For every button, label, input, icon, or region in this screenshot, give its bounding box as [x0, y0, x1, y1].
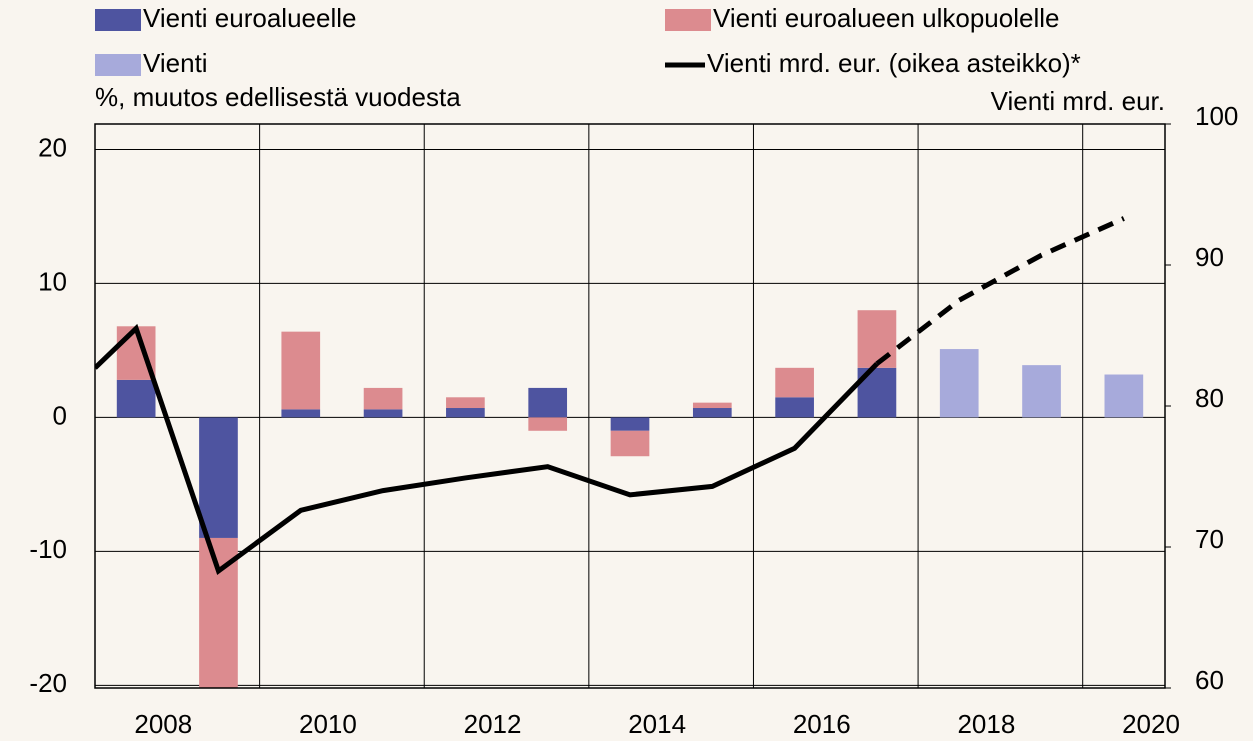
legend-label: Vienti euroalueelle — [143, 3, 356, 33]
legend-swatch — [95, 54, 141, 76]
x-tick-label: 2008 — [134, 709, 192, 739]
bar — [610, 430, 650, 457]
y-tick-label: 10 — [38, 266, 67, 296]
y2-tick-label: 80 — [1195, 383, 1224, 413]
y-tick-label: 0 — [53, 400, 67, 430]
x-tick-label: 2020 — [1122, 709, 1180, 739]
bar — [528, 387, 568, 418]
x-tick-label: 2014 — [628, 709, 686, 739]
bar — [281, 331, 321, 410]
bar — [446, 408, 485, 418]
bar — [857, 310, 897, 368]
x-tick-label: 2018 — [957, 709, 1015, 739]
bar — [199, 417, 238, 538]
legend-label: Vienti mrd. eur. (oikea asteikko)* — [707, 48, 1081, 78]
bar — [363, 409, 403, 418]
bar — [610, 417, 650, 431]
y-tick-label: -20 — [29, 668, 67, 698]
bar — [775, 397, 814, 418]
legend-label: Vienti euroalueen ulkopuolelle — [713, 3, 1059, 33]
bar — [1022, 365, 1061, 418]
legend-swatch — [95, 9, 141, 31]
bar — [692, 408, 732, 418]
x-tick-label: 2010 — [299, 709, 357, 739]
bar — [363, 387, 403, 410]
y2-axis-label: Vienti mrd. eur. — [991, 86, 1165, 116]
y-axis-label: %, muutos edellisestä vuodesta — [95, 82, 461, 112]
bar — [281, 409, 321, 418]
plot-area — [95, 124, 1165, 688]
y2-tick-label: 70 — [1195, 524, 1224, 554]
bar — [939, 349, 979, 418]
line — [95, 323, 879, 576]
y-tick-label: -10 — [29, 534, 67, 564]
bar — [1104, 374, 1144, 418]
bar — [528, 417, 568, 431]
y-tick-label: 20 — [38, 132, 67, 162]
line-forecast — [875, 216, 1125, 366]
x-tick-label: 2012 — [464, 709, 522, 739]
y2-tick-label: 60 — [1195, 665, 1224, 695]
y2-tick-label: 90 — [1195, 242, 1224, 272]
bar — [116, 379, 156, 418]
legend-label: Vienti — [143, 48, 208, 78]
x-tick-label: 2016 — [793, 709, 851, 739]
bar — [446, 397, 485, 409]
bar — [692, 402, 732, 409]
legend-swatch — [665, 9, 711, 31]
bar — [775, 367, 814, 398]
y2-tick-label: 100 — [1195, 101, 1238, 131]
